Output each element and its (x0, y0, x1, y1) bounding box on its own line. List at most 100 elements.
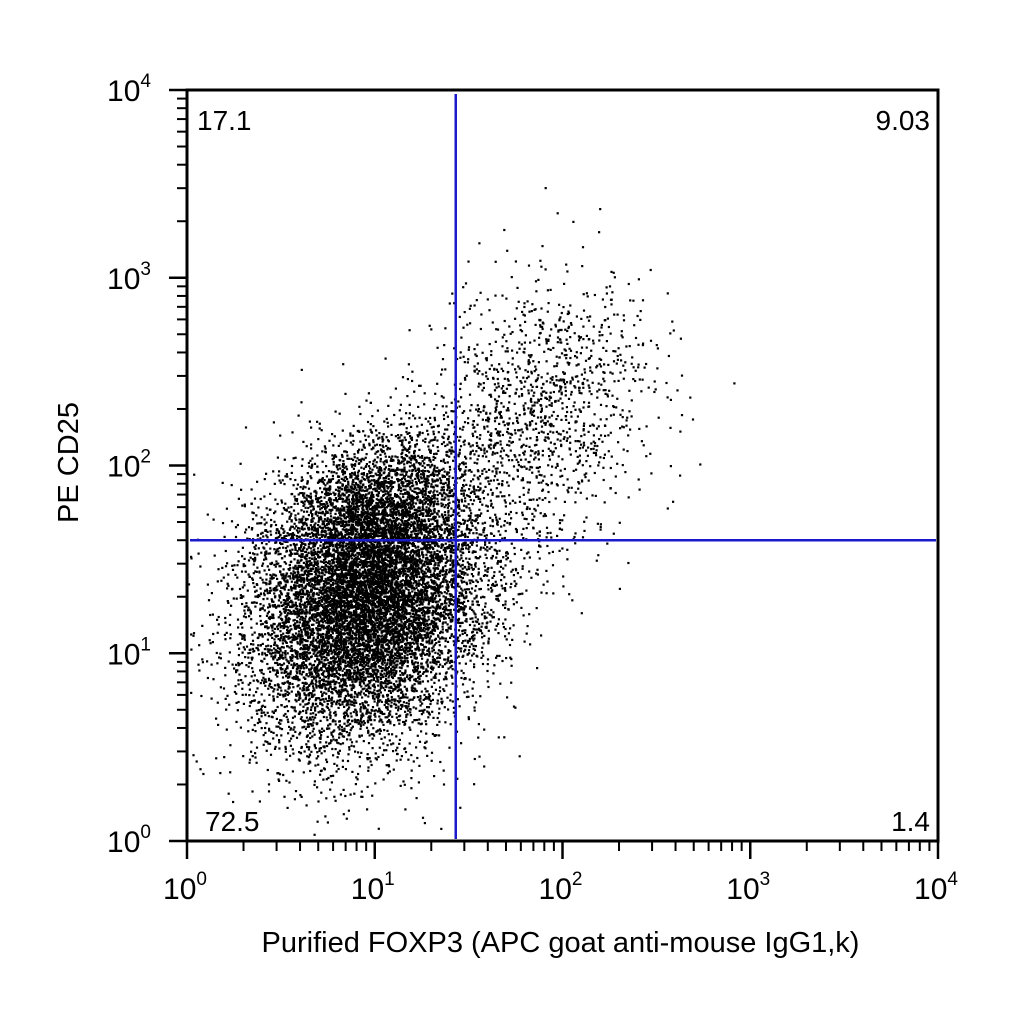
scatter-point (409, 486, 412, 489)
scatter-point (268, 605, 271, 608)
scatter-point (319, 773, 322, 776)
scatter-point (298, 527, 301, 530)
scatter-point (405, 430, 408, 434)
scatter-point (251, 541, 254, 544)
scatter-point (477, 522, 480, 525)
scatter-point (546, 532, 549, 535)
scatter-point (435, 622, 438, 625)
scatter-point (427, 420, 430, 423)
scatter-point (431, 650, 434, 653)
scatter-point (344, 587, 347, 591)
scatter-point (412, 606, 415, 609)
scatter-point (383, 506, 386, 509)
scatter-point (267, 783, 271, 786)
scatter-point (402, 720, 405, 724)
scatter-point (387, 425, 390, 428)
scatter-point (276, 547, 279, 551)
scatter-point (273, 603, 276, 607)
scatter-point (386, 716, 389, 719)
scatter-point (327, 664, 330, 667)
scatter-point (381, 753, 384, 756)
scatter-point (326, 744, 329, 748)
scatter-point (450, 633, 453, 636)
scatter-point (266, 565, 269, 568)
scatter-point (437, 649, 440, 652)
scatter-point (372, 665, 375, 668)
scatter-point (400, 606, 404, 609)
scatter-point (363, 642, 366, 645)
scatter-point (217, 623, 220, 626)
scatter-point (288, 672, 291, 675)
scatter-point (401, 439, 404, 442)
scatter-point (295, 694, 298, 697)
scatter-point (274, 648, 277, 652)
scatter-point (457, 639, 460, 642)
scatter-point (355, 677, 358, 681)
scatter-point (426, 710, 429, 713)
scatter-point (272, 658, 275, 661)
scatter-point (332, 638, 335, 641)
scatter-point (522, 527, 525, 530)
scatter-point (357, 623, 360, 626)
scatter-point (319, 710, 322, 713)
scatter-point (361, 476, 364, 479)
scatter-point (406, 570, 409, 573)
scatter-point (311, 682, 314, 685)
scatter-point (400, 614, 403, 617)
scatter-point (323, 496, 326, 499)
scatter-point (285, 698, 288, 701)
scatter-point (320, 548, 323, 551)
scatter-point (317, 755, 320, 758)
scatter-point (402, 662, 405, 665)
scatter-point (402, 495, 405, 498)
scatter-point (423, 615, 426, 618)
scatter-point (484, 543, 487, 546)
scatter-point (279, 722, 282, 725)
scatter-point (348, 653, 352, 657)
scatter-point (394, 652, 397, 655)
scatter-point (441, 622, 444, 625)
scatter-point (305, 711, 308, 715)
scatter-point (373, 630, 376, 634)
scatter-point (368, 682, 371, 685)
scatter-point (408, 646, 411, 649)
scatter-point (405, 620, 408, 623)
scatter-point (281, 682, 284, 685)
scatter-point (251, 639, 255, 642)
scatter-point (362, 643, 365, 646)
scatter-point (446, 623, 449, 626)
scatter-point (362, 678, 365, 681)
scatter-point (313, 462, 317, 465)
scatter-point (430, 485, 433, 488)
scatter-point (358, 622, 361, 626)
scatter-point (257, 644, 260, 647)
scatter-point (379, 691, 382, 694)
scatter-point (448, 546, 451, 549)
scatter-point (250, 601, 254, 604)
scatter-point (250, 643, 253, 646)
scatter-point (424, 456, 427, 459)
scatter-point (313, 745, 316, 748)
scatter-point (376, 704, 379, 707)
scatter-point (444, 570, 448, 573)
scatter-point (249, 556, 252, 559)
scatter-point (430, 556, 433, 559)
scatter-point (301, 671, 304, 674)
scatter-point (318, 612, 321, 615)
scatter-point (352, 597, 355, 600)
scatter-point (418, 740, 422, 743)
scatter-point (329, 681, 332, 684)
scatter-point (308, 564, 311, 567)
scatter-point (251, 667, 254, 670)
scatter-point (280, 719, 283, 722)
scatter-point (426, 690, 429, 693)
scatter-point (343, 722, 346, 725)
scatter-point (332, 680, 335, 683)
scatter-point (294, 547, 297, 550)
scatter-point (300, 795, 303, 798)
scatter-point (410, 425, 413, 428)
scatter-point (395, 712, 398, 715)
scatter-point (287, 687, 290, 690)
scatter-point (368, 734, 371, 737)
scatter-point (470, 587, 474, 590)
